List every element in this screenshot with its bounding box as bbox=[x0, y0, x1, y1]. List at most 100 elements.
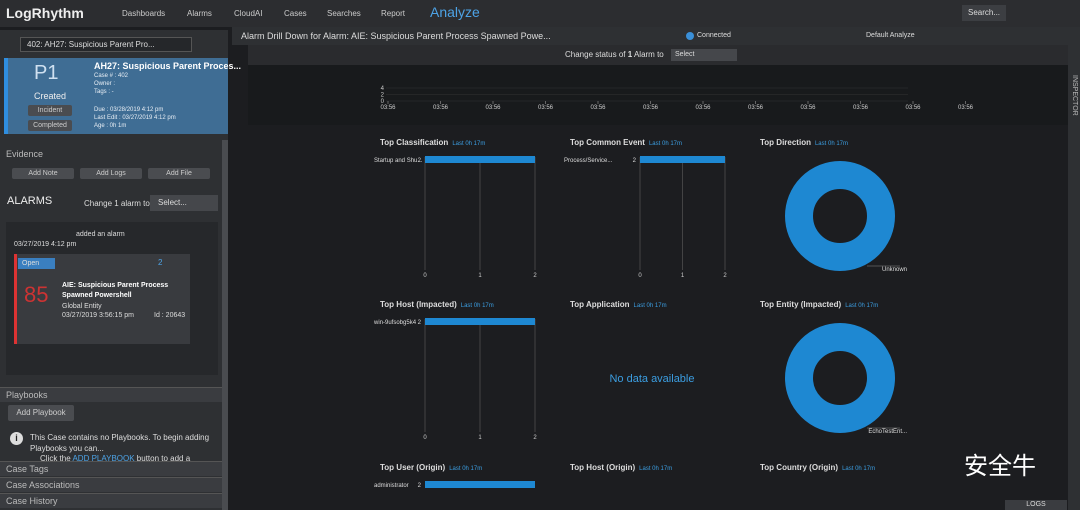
widget-header: Top Direction Last 0h 17m bbox=[760, 137, 848, 147]
status-prefix: Change status of bbox=[565, 50, 626, 59]
status-button[interactable]: Incident bbox=[28, 105, 72, 116]
evidence-button[interactable]: Add Note bbox=[12, 168, 74, 179]
x-tick-label: 03:56 bbox=[800, 105, 816, 111]
section-title[interactable]: Playbooks bbox=[0, 387, 222, 402]
evidence-button[interactable]: Add File bbox=[148, 168, 210, 179]
nav-item[interactable]: Report bbox=[381, 9, 406, 18]
playbook-message: This Case contains no Playbooks. To begi… bbox=[30, 433, 210, 453]
timeline bbox=[248, 65, 1068, 125]
x-tick-label: 1 bbox=[478, 273, 482, 279]
widget-range: Last 0h 17m bbox=[639, 466, 673, 472]
case-date: Age : 0h 1m bbox=[94, 123, 127, 129]
widget-range: Last 0h 17m bbox=[633, 303, 667, 309]
x-tick-label: 1 bbox=[478, 435, 482, 441]
nav-item[interactable]: CloudAI bbox=[234, 9, 263, 18]
bar-label: administrator bbox=[374, 483, 409, 489]
nav-item[interactable]: Searches bbox=[327, 9, 361, 18]
section-title[interactable]: Case Tags bbox=[0, 461, 222, 476]
inspector-strip bbox=[1068, 27, 1080, 510]
widget-range: Last 0h 17m bbox=[460, 303, 494, 309]
x-tick-label: 1 bbox=[681, 273, 685, 279]
widget-range: Last 0h 17m bbox=[842, 466, 876, 472]
alarm-card[interactable] bbox=[14, 254, 190, 344]
widget-header: Top Host (Origin) Last 0h 17m bbox=[570, 462, 672, 472]
x-tick-label: 0 bbox=[423, 435, 427, 441]
status-button[interactable]: Completed bbox=[28, 120, 72, 131]
bar-label: win-9ufsobg5k4 bbox=[373, 320, 417, 326]
status-bar bbox=[248, 45, 1068, 65]
alarm-select[interactable]: Select... bbox=[150, 195, 218, 211]
donut-label: Unknown bbox=[882, 267, 907, 273]
nav-item[interactable]: Dashboards bbox=[122, 9, 166, 18]
brand: LogRhythm bbox=[6, 5, 84, 21]
search[interactable]: Search... bbox=[962, 5, 1006, 21]
nav-active[interactable]: Analyze bbox=[430, 4, 480, 20]
x-tick-label: 03:56 bbox=[538, 105, 554, 111]
status-text: Change status of 1 Alarm to bbox=[565, 50, 664, 59]
status-suffix: Alarm to bbox=[633, 50, 664, 59]
widget-range: Last 0h 17m bbox=[648, 141, 682, 147]
widget-title: Top User (Origin) bbox=[380, 463, 446, 472]
widget-header: Top Application Last 0h 17m bbox=[570, 299, 667, 309]
widget-range: Last 0h 17m bbox=[845, 303, 879, 309]
change-label: Change 1 alarm to bbox=[84, 199, 150, 208]
case-selector[interactable]: 402: AH27: Suspicious Parent Pro... bbox=[20, 37, 192, 52]
inspector[interactable]: INSPECTOR bbox=[1071, 75, 1078, 116]
status-select[interactable]: Select bbox=[671, 49, 737, 61]
widget-title: Top Host (Impacted) bbox=[380, 300, 457, 309]
bullet-text: Click the bbox=[40, 454, 71, 463]
logs-tab[interactable]: LOGS bbox=[1005, 500, 1067, 510]
alarm-date: 03/27/2019 3:56:15 pm bbox=[62, 312, 135, 319]
section-title[interactable]: Case History bbox=[0, 493, 222, 508]
bar-value: 2 bbox=[633, 158, 637, 164]
widget-header: Top User (Origin) Last 0h 17m bbox=[380, 462, 482, 472]
bar-label: Startup and Shu... bbox=[374, 158, 423, 164]
scrollbar[interactable] bbox=[222, 140, 228, 510]
comment-count: 2 bbox=[158, 258, 163, 267]
layout-name[interactable]: Default Analyze bbox=[866, 32, 915, 39]
widget-header: Top Country (Origin) Last 0h 17m bbox=[760, 462, 875, 472]
section-title[interactable]: Case Associations bbox=[0, 477, 222, 492]
case-field: Owner : bbox=[94, 81, 116, 87]
watermark: 安全牛 bbox=[964, 452, 1036, 480]
x-tick-label: 03:56 bbox=[590, 105, 606, 111]
x-tick-label: 03:56 bbox=[748, 105, 764, 111]
add-playbook[interactable]: Add Playbook bbox=[8, 405, 74, 421]
case-status: Created bbox=[34, 91, 67, 101]
x-tick-label: 03:56 bbox=[433, 105, 449, 111]
nav-item[interactable]: Alarms bbox=[187, 9, 212, 18]
x-tick-label: 03:56 bbox=[958, 105, 974, 111]
widget-range: Last 0h 17m bbox=[452, 141, 486, 147]
no-data: No data available bbox=[609, 373, 694, 385]
activity-text: added an alarm bbox=[76, 231, 125, 238]
link[interactable]: ADD PLAYBOOK bbox=[72, 454, 135, 463]
alarm-entity: Global Entity bbox=[62, 303, 102, 310]
case-field: Tags : - bbox=[94, 89, 114, 95]
bar bbox=[640, 156, 725, 163]
evidence-button[interactable]: Add Logs bbox=[80, 168, 142, 179]
section-title: Evidence bbox=[6, 149, 44, 159]
y-tick-label: 4 bbox=[381, 86, 385, 92]
x-tick-label: 2 bbox=[723, 273, 727, 279]
donut bbox=[785, 323, 895, 433]
nav-item[interactable]: Cases bbox=[284, 9, 307, 18]
donut bbox=[785, 161, 895, 271]
widget-title: Top Entity (Impacted) bbox=[760, 300, 842, 309]
x-tick-label: 03:56 bbox=[380, 105, 396, 111]
x-tick-label: 2 bbox=[533, 273, 537, 279]
x-tick-label: 03:56 bbox=[695, 105, 711, 111]
case-title: AH27: Suspicious Parent Proces... bbox=[94, 61, 242, 71]
priority: P1 bbox=[34, 62, 59, 84]
alarms-title: ALARMS bbox=[7, 195, 53, 207]
y-tick-label: 2 bbox=[381, 93, 385, 99]
alarm-status[interactable]: Open bbox=[18, 258, 55, 269]
x-tick-label: 03:56 bbox=[643, 105, 659, 111]
playbook-bullet: Click the ADD PLAYBOOK button to add a bbox=[40, 454, 190, 463]
widget-title: Top Application bbox=[570, 300, 630, 309]
x-tick-label: 03:56 bbox=[853, 105, 869, 111]
info-icon: i bbox=[10, 432, 23, 445]
bar-label: Process/Service... bbox=[564, 158, 613, 164]
widget-range: Last 0h 17m bbox=[814, 141, 848, 147]
